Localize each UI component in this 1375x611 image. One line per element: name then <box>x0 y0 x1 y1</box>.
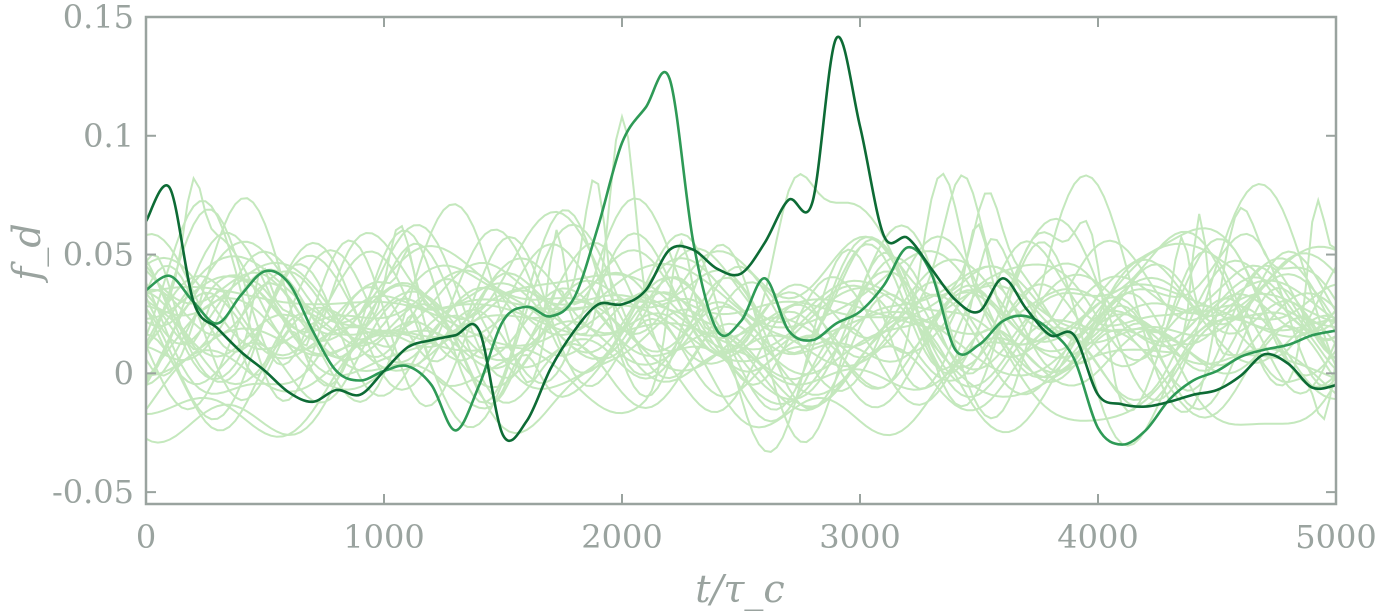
background-series-line <box>145 235 1337 387</box>
background-series-line <box>145 174 1337 420</box>
highlight-series-group <box>144 35 1337 446</box>
plot-background <box>146 17 1336 504</box>
background-series-line <box>145 224 1337 411</box>
y-tick-label: 0.15 <box>63 0 134 36</box>
series-line-2 <box>144 35 1337 443</box>
background-series-line <box>145 230 1337 421</box>
y-tick-label: 0.05 <box>63 236 134 274</box>
x-tick-label: 0 <box>136 518 156 556</box>
background-series-line <box>145 192 1337 412</box>
x-tick-label: 1000 <box>343 518 424 556</box>
x-axis-label: t/τ_c <box>695 567 784 611</box>
background-series-line <box>145 257 1337 438</box>
background-series-line <box>145 213 1337 398</box>
x-tick-label: 5000 <box>1295 518 1375 556</box>
y-axis-label: f_d <box>5 223 50 283</box>
background-series-line <box>145 197 1337 396</box>
background-series-line <box>145 291 1337 435</box>
background-series-line <box>145 256 1337 359</box>
background-series-line <box>145 208 1337 408</box>
background-series-line <box>145 240 1337 379</box>
background-series-line <box>145 210 1337 444</box>
background-series-line <box>145 175 1337 354</box>
background-series-line <box>146 290 1337 391</box>
y-tick-label: 0 <box>114 354 134 392</box>
y-tick-label: -0.05 <box>52 473 134 511</box>
x-tick-label: 2000 <box>581 518 662 556</box>
axis-ticks <box>145 16 1337 504</box>
plot-frame <box>144 15 1338 506</box>
y-tick-label: 0.1 <box>83 117 134 155</box>
x-tick-label: 4000 <box>1057 518 1138 556</box>
background-series-line <box>145 196 1337 444</box>
series-line-1 <box>145 70 1337 446</box>
x-tick-label: 3000 <box>819 518 900 556</box>
